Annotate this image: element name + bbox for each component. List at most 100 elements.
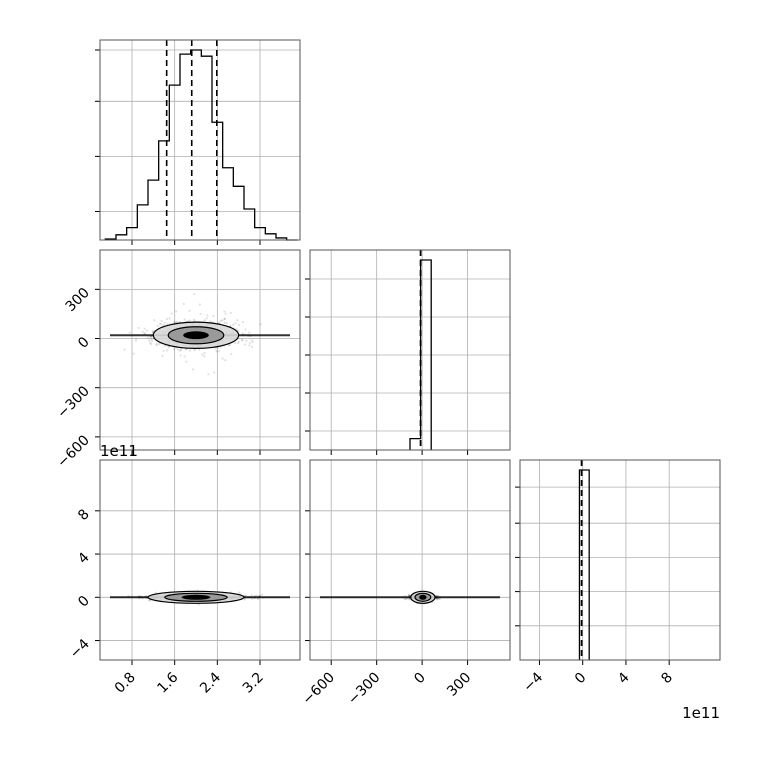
- scatter-1-0-point: [135, 337, 138, 340]
- scatter-1-0-point: [228, 344, 231, 347]
- scatter-2-1-point: [404, 598, 407, 601]
- scatter-1-0-point: [134, 339, 137, 342]
- scatter-1-0-point: [132, 352, 135, 355]
- scatter-1-0-point: [192, 368, 195, 371]
- hist-1-frame: [309, 249, 511, 451]
- scatter-1-0-point: [248, 341, 251, 345]
- hist-2-xtick-label-2: 4: [615, 669, 633, 687]
- scatter-1-0-point: [217, 350, 221, 353]
- scatter-1-0-point: [163, 322, 166, 325]
- scatter-1-0-point: [230, 352, 233, 356]
- scatter-1-0-point: [188, 309, 191, 312]
- hist-2-xtick-label-3: 8: [658, 670, 676, 688]
- scatter-1-0-point: [176, 348, 180, 351]
- scatter-2-0-ytick-label-2: 4: [75, 550, 93, 568]
- scatter-1-0-point: [199, 312, 202, 316]
- scatter-1-0-point: [223, 317, 226, 320]
- scatter-1-0-point: [223, 310, 226, 313]
- scatter-1-0-point: [193, 292, 196, 296]
- scatter-1-0-point: [244, 328, 247, 331]
- scatter-1-0-point: [150, 342, 153, 346]
- scatter-1-0-point: [170, 312, 173, 315]
- scatter-1-0-point: [148, 339, 151, 342]
- scatter-1-0-point: [218, 321, 221, 324]
- scatter-1-0-point: [225, 322, 228, 325]
- scatter-2-0-frame: [99, 459, 301, 661]
- scatter-2-0-point: [148, 599, 151, 602]
- scatter-1-0-point: [259, 323, 262, 326]
- scatter-2-1-contour-core: [419, 594, 427, 600]
- scatter-1-0-point: [251, 341, 254, 344]
- scatter-1-0-point: [219, 319, 222, 323]
- scatter-2-0-point: [260, 593, 264, 596]
- scatter-1-0-point: [143, 327, 146, 330]
- scatter-1-0-point: [198, 303, 201, 306]
- scatter-1-0-point: [234, 342, 237, 345]
- scatter-2-0-ytick-label-1: 0: [75, 593, 93, 611]
- scatter-1-0-point: [193, 349, 196, 352]
- scatter-1-0-point: [179, 349, 182, 352]
- scatter-2-1-xtick-label-1: −300: [345, 670, 384, 709]
- scatter-1-0-point: [146, 336, 150, 339]
- scatter-1-0-point: [155, 344, 158, 347]
- scatter-1-0-point: [236, 319, 239, 322]
- scatter-2-1-point: [408, 593, 411, 596]
- grid-layer: [100, 40, 720, 660]
- scatter-1-0-point: [241, 339, 244, 342]
- scatter-1-0-point: [221, 319, 224, 322]
- scatter-1-0-point: [174, 321, 177, 324]
- scatter-1-0-point: [158, 322, 161, 326]
- scatter-1-0-point: [179, 354, 182, 357]
- scatter-1-0-point: [206, 314, 209, 317]
- scatter-1-0-point: [137, 326, 140, 330]
- scatter-1-0-point: [150, 338, 153, 341]
- hist-2-xtick-label-1: 0: [572, 670, 590, 688]
- hist-2-x-exponent: 1e11: [682, 704, 720, 722]
- scatter-1-0-point: [205, 317, 208, 320]
- scatter-1-0-point: [248, 344, 251, 347]
- hist-1-step: [409, 259, 432, 450]
- scatter-2-1-point: [407, 594, 410, 597]
- scatter-1-0-point: [213, 371, 216, 374]
- frame-layer: [95, 39, 721, 665]
- scatter-1-0-point: [183, 318, 186, 321]
- scatter-1-0-point: [155, 342, 158, 346]
- scatter-2-1-point: [408, 597, 411, 601]
- scatter-1-0-point: [203, 355, 206, 358]
- scatter-1-0-point: [151, 330, 154, 333]
- scatter-1-0-point: [184, 348, 187, 351]
- scatter-1-0-point: [145, 329, 149, 332]
- scatter-1-0-point: [245, 339, 248, 342]
- scatter-2-0-xtick-label-2: 2.4: [197, 669, 224, 696]
- scatter-1-0-point: [161, 354, 164, 357]
- scatter-1-0-point: [229, 311, 232, 315]
- scatter-1-0-point: [157, 342, 161, 346]
- scatter-1-0-point: [223, 317, 226, 321]
- scatter-1-0-point: [248, 331, 251, 334]
- scatter-1-0-point: [128, 331, 131, 334]
- scatter-2-0-xtick-label-1: 1.6: [154, 669, 181, 696]
- scatter-1-0-ytick-label-1: −300: [54, 383, 93, 422]
- scatter-1-0-point: [241, 332, 244, 335]
- scatter-2-0-point: [244, 594, 247, 597]
- scatter-1-0-point: [156, 324, 159, 327]
- scatter-2-1-point: [436, 598, 439, 601]
- scatter-1-0-point: [224, 312, 227, 315]
- scatter-1-0-point: [149, 341, 152, 344]
- scatter-1-0-point: [185, 360, 188, 363]
- scatter-1-0-point: [162, 349, 165, 352]
- scatter-1-0-point: [234, 322, 237, 325]
- scatter-1-0-point: [207, 373, 210, 376]
- scatter-1-0-point: [212, 314, 215, 318]
- scatter-1-0-point: [141, 330, 144, 334]
- scatter-1-0-point: [173, 320, 176, 323]
- scatter-1-0-point: [221, 357, 224, 360]
- hist-2-xtick-label-0: −4: [520, 669, 546, 695]
- hist-0-frame: [99, 39, 301, 241]
- scatter-1-0-point: [167, 346, 170, 349]
- scatter-1-0-point: [151, 339, 154, 342]
- scatter-1-0-point: [237, 323, 241, 327]
- scatter-2-1-frame: [309, 459, 511, 661]
- scatter-2-1-point: [403, 598, 406, 601]
